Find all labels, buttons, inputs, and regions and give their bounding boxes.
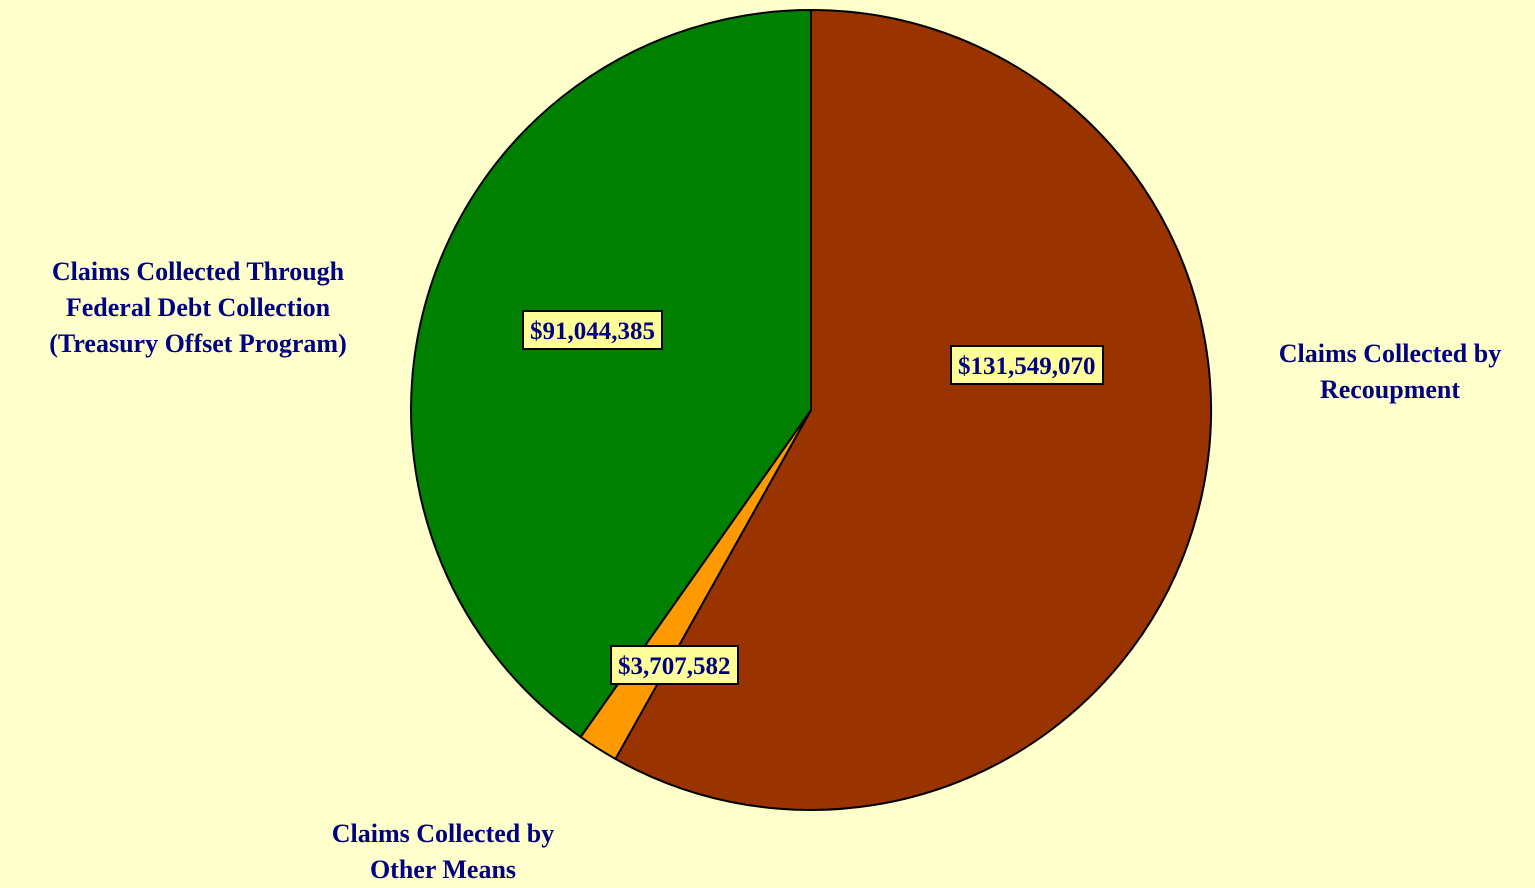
category-label-treasury-offset: Claims Collected Through Federal Debt Co… [0,254,396,362]
category-label-recoupment-line-2: Recoupment [1319,375,1461,404]
value-label-other-means: $3,707,582 [610,645,739,685]
category-label-other-means-line-1: Claims Collected by [331,819,555,848]
pie-slice-recoupment [614,8,1212,811]
pie-slice-treasury-offset [410,8,812,739]
category-label-other-means-line-2: Other Means [369,855,517,884]
value-label-treasury-offset: $91,044,385 [522,310,663,350]
category-label-other-means: Claims Collected by Other Means [280,816,606,888]
category-label-recoupment-line-1: Claims Collected by [1278,339,1502,368]
category-label-treasury-offset-line-2: Federal Debt Collection [65,293,331,322]
category-label-treasury-offset-line-1: Claims Collected Through [51,257,345,286]
category-label-recoupment: Claims Collected by Recoupment [1240,336,1535,408]
value-label-recoupment: $131,549,070 [950,345,1104,385]
category-label-treasury-offset-line-3: (Treasury Offset Program) [49,329,347,358]
